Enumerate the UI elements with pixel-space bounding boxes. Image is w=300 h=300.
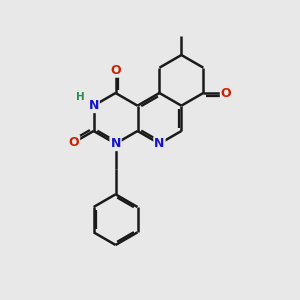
Text: N: N [88, 99, 99, 112]
Text: O: O [69, 136, 79, 149]
Text: O: O [221, 86, 231, 100]
Text: N: N [110, 137, 121, 150]
Text: O: O [110, 64, 121, 77]
Text: N: N [154, 137, 165, 150]
Text: H: H [76, 92, 85, 102]
